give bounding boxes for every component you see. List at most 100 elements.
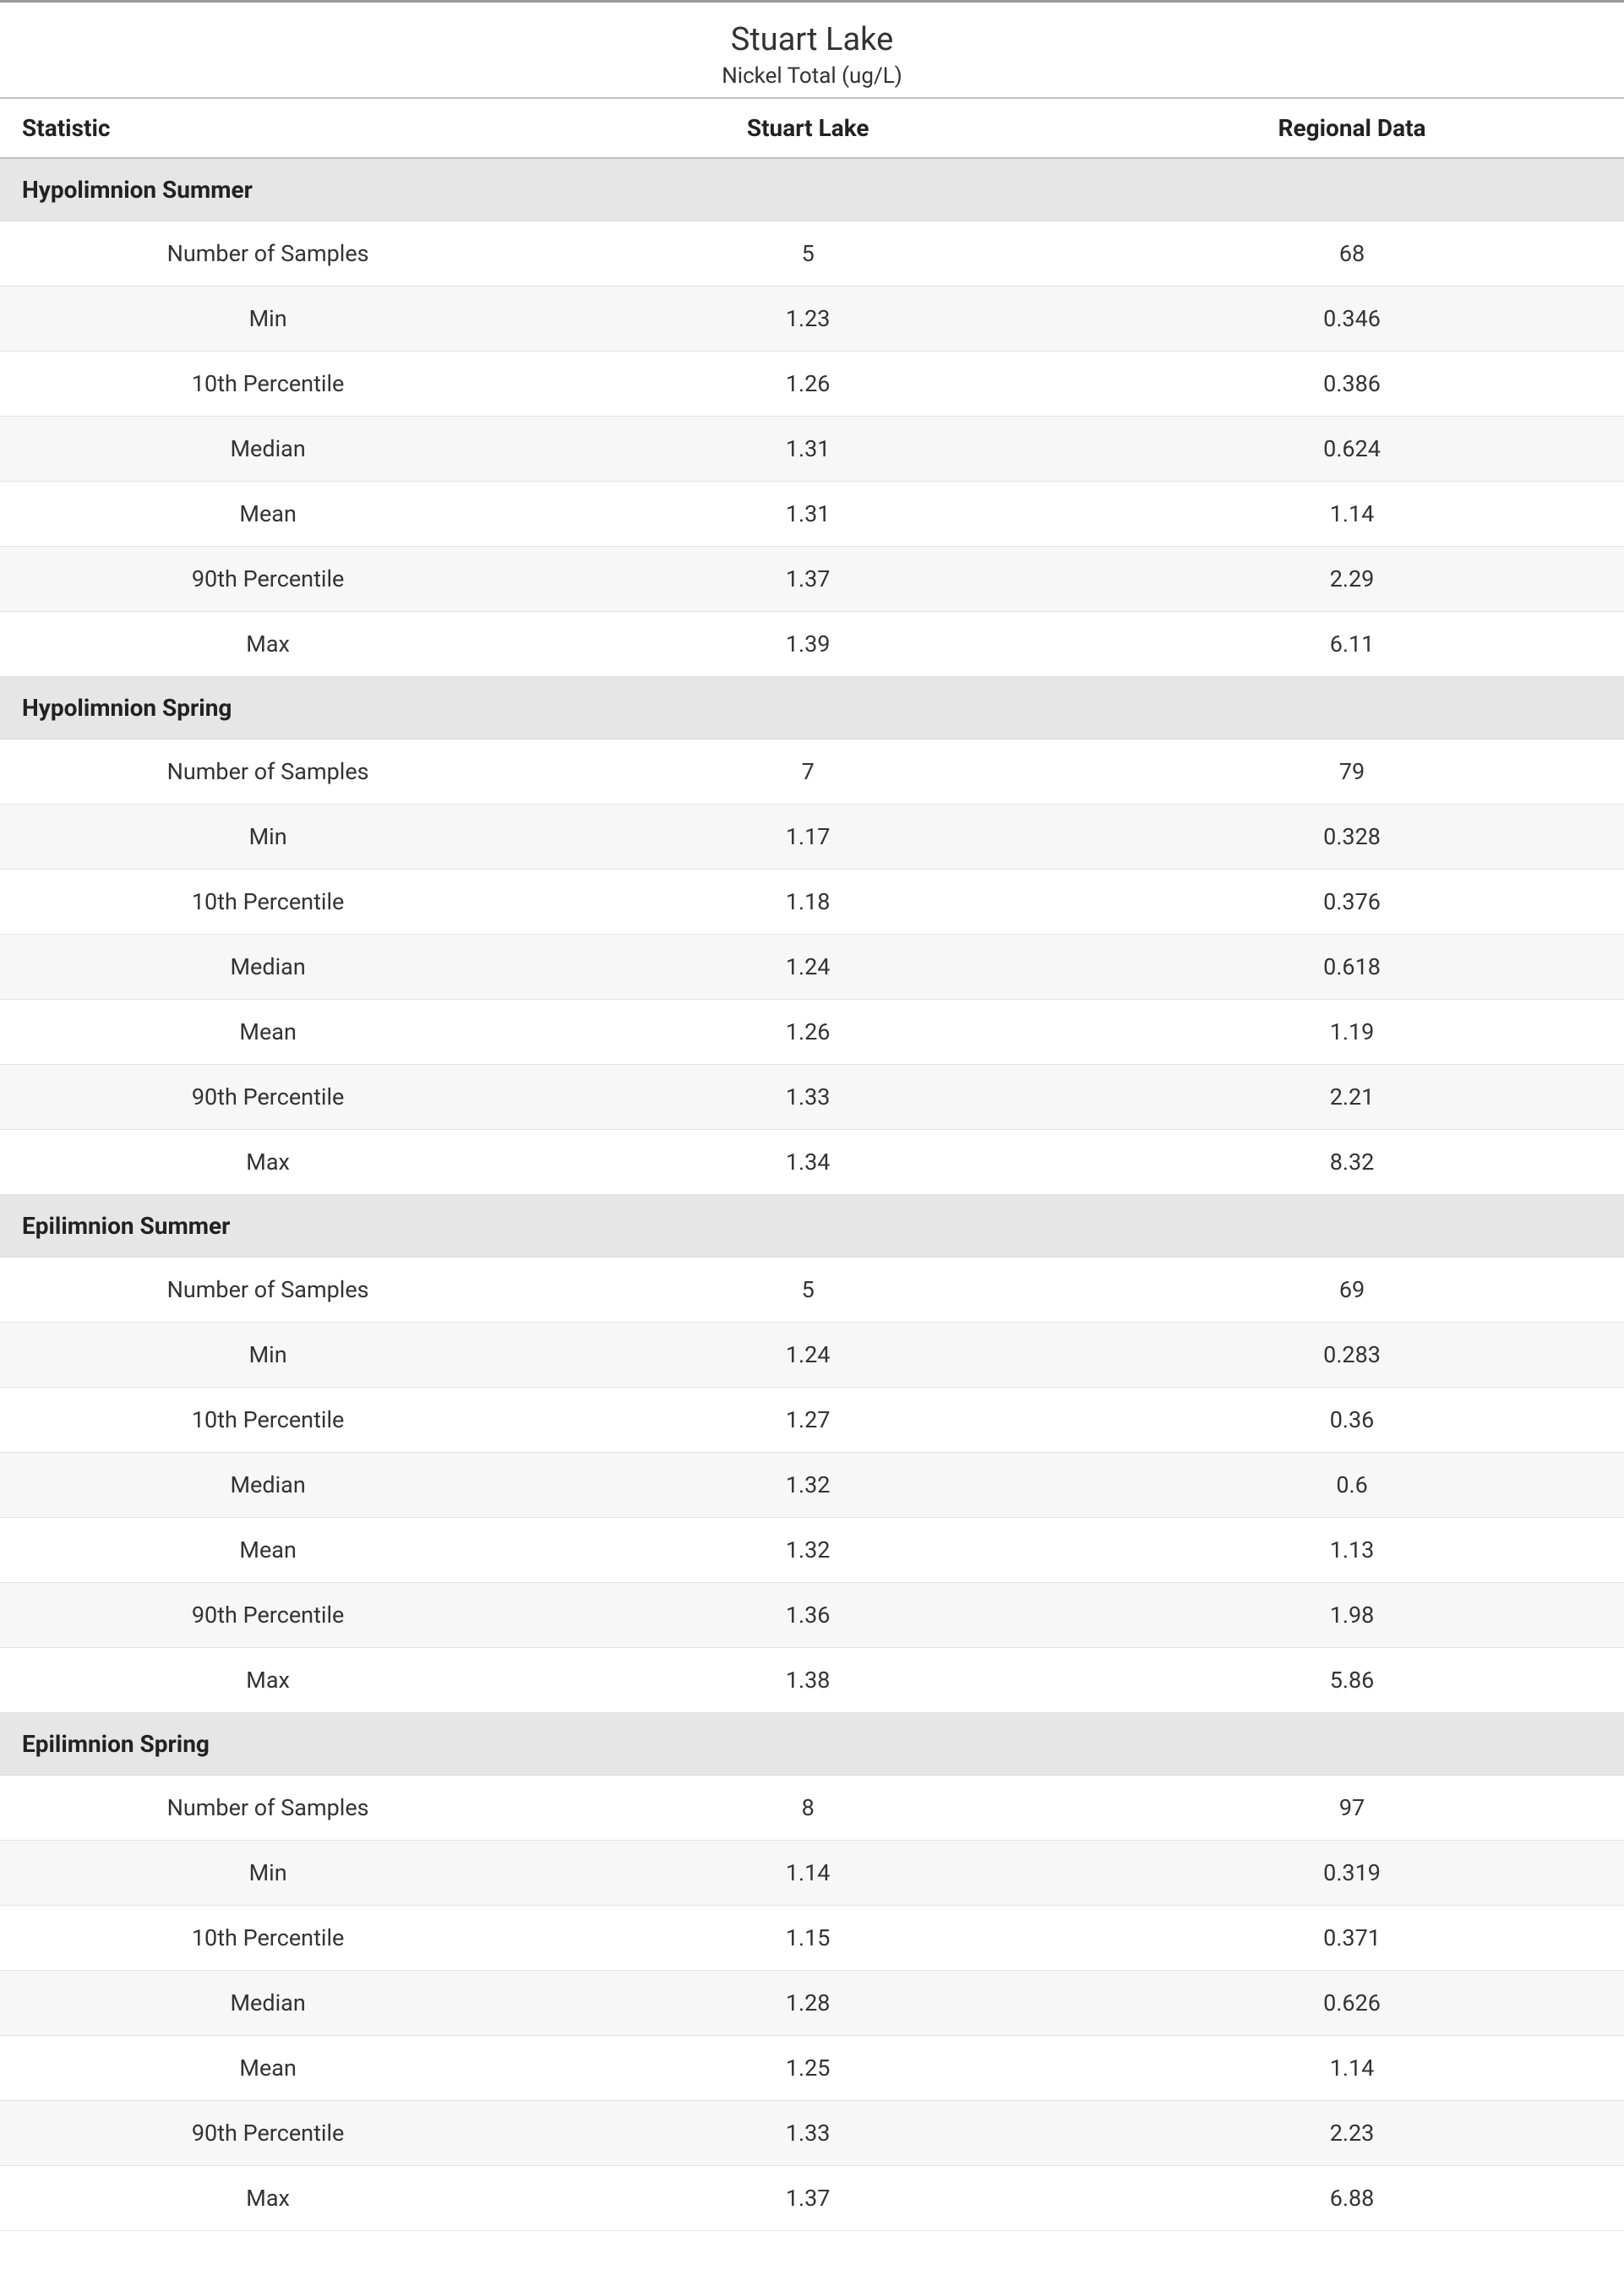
stat-name: Median [0,935,536,1000]
col-header-regional: Regional Data [1080,98,1624,158]
stat-value-regional: 2.21 [1080,1065,1624,1130]
section-title: Hypolimnion Summer [0,158,1624,221]
stat-value-regional: 0.376 [1080,870,1624,935]
stat-name: Number of Samples [0,1258,536,1323]
table-row: Min1.240.283 [0,1323,1624,1388]
stat-value-regional: 0.624 [1080,417,1624,482]
stat-name: Median [0,417,536,482]
stat-value-regional: 0.371 [1080,1906,1624,1971]
stat-value-site: 1.28 [536,1971,1080,2036]
table-row: Median1.320.6 [0,1453,1624,1518]
table-row: Min1.170.328 [0,805,1624,870]
stat-name: 90th Percentile [0,547,536,612]
stat-value-site: 1.31 [536,482,1080,547]
stat-name: Min [0,1841,536,1906]
stat-value-site: 1.18 [536,870,1080,935]
stat-value-regional: 79 [1080,739,1624,805]
statistics-table: Statistic Stuart Lake Regional Data Hypo… [0,97,1624,2231]
table-row: Max1.348.32 [0,1130,1624,1195]
stat-value-regional: 1.98 [1080,1583,1624,1648]
stat-value-regional: 0.36 [1080,1388,1624,1453]
stat-name: Min [0,805,536,870]
stat-value-site: 1.26 [536,352,1080,417]
table-row: 10th Percentile1.270.36 [0,1388,1624,1453]
stat-value-site: 5 [536,221,1080,286]
stat-value-regional: 1.14 [1080,482,1624,547]
stat-value-regional: 6.88 [1080,2166,1624,2231]
table-row: Number of Samples897 [0,1776,1624,1841]
stat-name: 10th Percentile [0,1388,536,1453]
stat-value-site: 1.32 [536,1518,1080,1583]
table-row: Max1.385.86 [0,1648,1624,1713]
table-header-row: Statistic Stuart Lake Regional Data [0,98,1624,158]
stat-name: Mean [0,1518,536,1583]
stat-value-site: 1.17 [536,805,1080,870]
stat-name: 90th Percentile [0,2101,536,2166]
table-row: Min1.230.346 [0,286,1624,352]
section-header: Hypolimnion Summer [0,158,1624,221]
stat-value-site: 1.33 [536,2101,1080,2166]
stat-value-regional: 2.29 [1080,547,1624,612]
col-header-statistic: Statistic [0,98,536,158]
stat-value-site: 1.34 [536,1130,1080,1195]
table-row: Max1.396.11 [0,612,1624,677]
stat-value-regional: 0.6 [1080,1453,1624,1518]
table-row: 90th Percentile1.332.23 [0,2101,1624,2166]
stat-name: Mean [0,1000,536,1065]
table-row: 10th Percentile1.260.386 [0,352,1624,417]
stat-value-site: 1.14 [536,1841,1080,1906]
section-header: Epilimnion Spring [0,1713,1624,1776]
stat-value-regional: 1.14 [1080,2036,1624,2101]
title-block: Stuart Lake Nickel Total (ug/L) [0,3,1624,97]
stat-name: Max [0,612,536,677]
table-row: 90th Percentile1.372.29 [0,547,1624,612]
stat-value-site: 1.26 [536,1000,1080,1065]
table-row: 90th Percentile1.361.98 [0,1583,1624,1648]
stat-value-regional: 0.618 [1080,935,1624,1000]
stat-name: Max [0,1648,536,1713]
stat-value-regional: 68 [1080,221,1624,286]
stat-name: 90th Percentile [0,1065,536,1130]
stat-value-site: 5 [536,1258,1080,1323]
stat-name: Median [0,1971,536,2036]
stat-value-site: 1.31 [536,417,1080,482]
stat-value-site: 1.23 [536,286,1080,352]
section-header: Epilimnion Summer [0,1195,1624,1258]
section-title: Epilimnion Summer [0,1195,1624,1258]
stat-value-regional: 0.283 [1080,1323,1624,1388]
col-header-site: Stuart Lake [536,98,1080,158]
stat-value-site: 1.15 [536,1906,1080,1971]
stat-name: Min [0,286,536,352]
page-subtitle: Nickel Total (ug/L) [0,63,1624,89]
stat-value-regional: 1.13 [1080,1518,1624,1583]
table-row: 10th Percentile1.180.376 [0,870,1624,935]
stat-name: 10th Percentile [0,870,536,935]
stat-value-site: 1.37 [536,2166,1080,2231]
stat-value-site: 1.39 [536,612,1080,677]
stat-value-regional: 0.386 [1080,352,1624,417]
table-row: Mean1.261.19 [0,1000,1624,1065]
stat-name: Number of Samples [0,221,536,286]
stat-value-site: 1.36 [536,1583,1080,1648]
stat-value-regional: 97 [1080,1776,1624,1841]
table-row: Number of Samples779 [0,739,1624,805]
stat-value-regional: 2.23 [1080,2101,1624,2166]
stat-value-site: 8 [536,1776,1080,1841]
stat-name: 90th Percentile [0,1583,536,1648]
stat-value-regional: 0.328 [1080,805,1624,870]
stat-name: 10th Percentile [0,352,536,417]
table-row: Number of Samples569 [0,1258,1624,1323]
stat-name: Number of Samples [0,1776,536,1841]
table-row: Median1.280.626 [0,1971,1624,2036]
stat-value-regional: 8.32 [1080,1130,1624,1195]
table-row: Mean1.321.13 [0,1518,1624,1583]
stat-name: Mean [0,482,536,547]
stat-name: 10th Percentile [0,1906,536,1971]
stat-value-site: 1.33 [536,1065,1080,1130]
stat-value-regional: 0.626 [1080,1971,1624,2036]
stat-value-regional: 0.346 [1080,286,1624,352]
stat-value-site: 1.32 [536,1453,1080,1518]
stat-name: Mean [0,2036,536,2101]
section-header: Hypolimnion Spring [0,677,1624,739]
table-row: Max1.376.88 [0,2166,1624,2231]
